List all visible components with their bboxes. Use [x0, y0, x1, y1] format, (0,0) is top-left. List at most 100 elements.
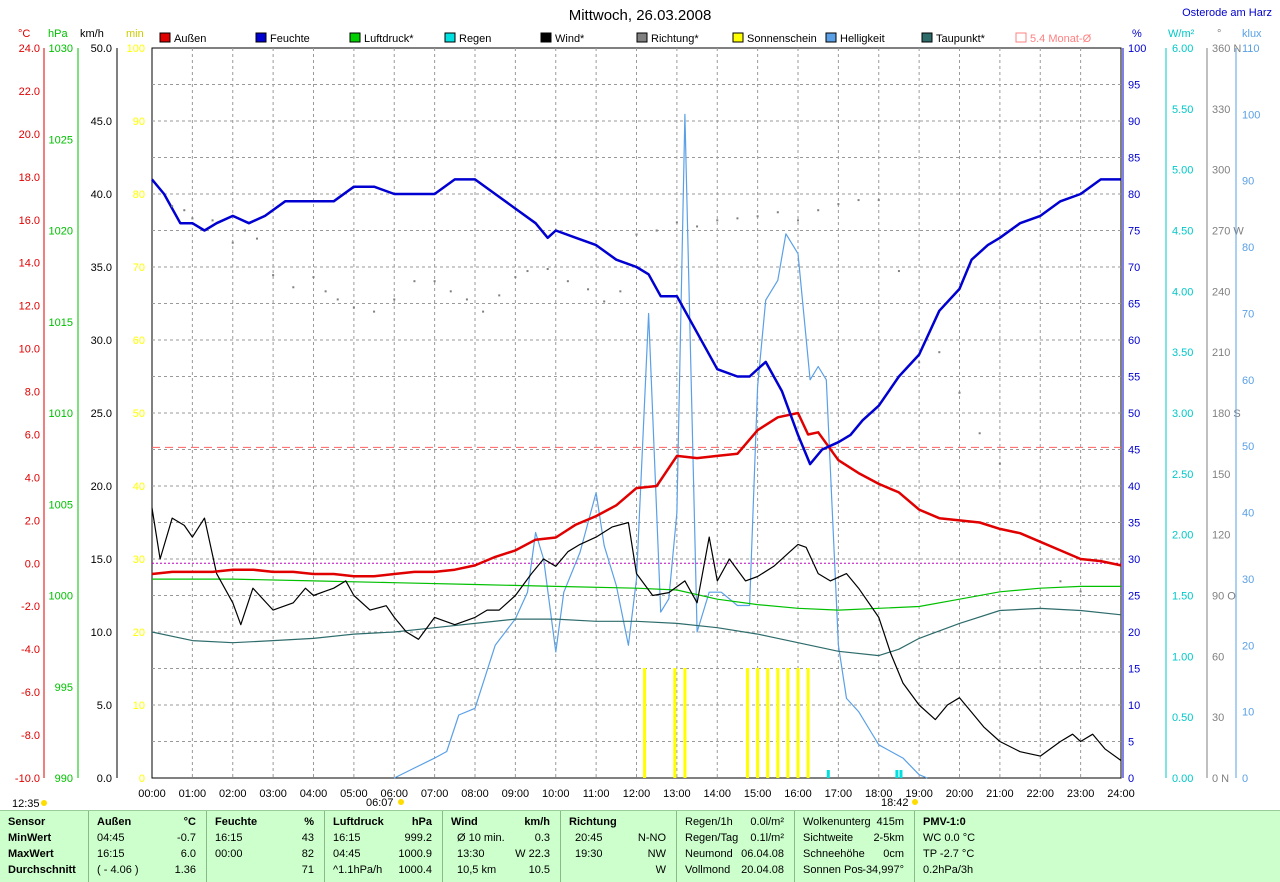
aussen-unit: °C [183, 816, 196, 828]
aussen-title: Außen [97, 816, 132, 828]
temp-tick: -8.0 [21, 730, 40, 742]
temp-tick: 6.0 [25, 429, 40, 441]
direction-point [696, 225, 699, 228]
x-tick-label: 15:00 [744, 788, 772, 800]
humidity-tick: 90 [1128, 116, 1140, 128]
sunshine-tick: 40 [133, 481, 145, 493]
wolken-column: Wolkenunterg 415m Sichtweite 2-5km Schneeh… [794, 811, 914, 882]
pmv-tp: TP -2.7 °C [923, 848, 975, 860]
chart-legend: Außen Feuchte Luftdruck* Regen Wind* Richtung… [159, 32, 1092, 45]
direction-tick: 0 N [1212, 773, 1229, 785]
feuchte-title: Feuchte [215, 816, 258, 828]
richtung-avg-value: W [655, 864, 666, 876]
wind-max-time: 13:30 [457, 848, 485, 860]
stats-footer: Sensor MinWert MaxWert Durchschnitt Auße… [0, 810, 1280, 882]
wind-column: Wind km/h Ø 10 min. 0.3 13:30 W 22.3 10,5 k… [442, 811, 560, 882]
max-label: MaxWert [8, 848, 54, 860]
wind-tick: 35.0 [91, 262, 112, 274]
radiation-tick: 1.50 [1172, 591, 1193, 603]
direction-point [171, 205, 174, 208]
direction-tick: 120 [1212, 530, 1230, 542]
direction-tick: 60 [1212, 651, 1224, 663]
direction-point [231, 241, 234, 244]
temp-axis-unit: °C [18, 28, 30, 40]
x-tick-label: 02:00 [219, 788, 247, 800]
temp-tick: 22.0 [19, 86, 40, 98]
sunshine-bar [806, 668, 810, 778]
humidity-tick: 50 [1128, 408, 1140, 420]
current-time-dot [41, 800, 47, 806]
temp-tick: 4.0 [25, 472, 40, 484]
humidity-tick: 60 [1128, 335, 1140, 347]
sunshine-tick: 60 [133, 335, 145, 347]
current-time-label: 12:35 [12, 798, 40, 810]
direction-point [897, 270, 900, 273]
series-aussen-line [151, 411, 1122, 578]
x-tick-label: 17:00 [825, 788, 853, 800]
humidity-tick: 70 [1128, 262, 1140, 274]
temp-tick: 16.0 [19, 215, 40, 227]
wind-tick: 45.0 [91, 116, 112, 128]
wind-tick: 30.0 [91, 335, 112, 347]
direction-point [635, 233, 638, 236]
sunshine-bar [756, 668, 760, 778]
sicht-value: 2-5km [873, 832, 904, 844]
legend-swatch [444, 32, 456, 43]
direction-point [756, 215, 759, 218]
pressure-tick: 1010 [49, 408, 73, 420]
plot-area [151, 47, 1122, 779]
humidity-tick: 0 [1128, 773, 1134, 785]
direction-tick: 210 [1212, 347, 1230, 359]
direction-point [191, 217, 194, 220]
x-tick-label: 21:00 [986, 788, 1014, 800]
temp-tick: 14.0 [19, 258, 40, 270]
pressure-tick: 995 [55, 682, 73, 694]
legend-swatch [636, 32, 648, 43]
wind-tick: 20.0 [91, 481, 112, 493]
x-tick-label: 03:00 [259, 788, 287, 800]
direction-point [211, 219, 214, 222]
direction-point [857, 199, 860, 202]
direction-point [587, 288, 590, 291]
wind-tick: 0.0 [97, 773, 112, 785]
humidity-tick: 15 [1128, 664, 1140, 676]
sun-axis-unit: min [126, 28, 144, 40]
direction-point [498, 294, 501, 297]
legend-label: Richtung* [651, 33, 699, 45]
humidity-tick: 65 [1128, 299, 1140, 311]
sunshine-tick: 80 [133, 189, 145, 201]
weather-chart: Mittwoch, 26.03.2008 Osterode am Harz °C… [12, 7, 1272, 810]
legend-label: Sonnenschein [747, 33, 817, 45]
x-tick-label: 18:00 [865, 788, 893, 800]
humidity-tick: 85 [1128, 153, 1140, 165]
sonnenpos-label: Sonnen Pos [803, 864, 863, 876]
humidity-tick: 95 [1128, 80, 1140, 92]
wind-tick: 10.0 [91, 627, 112, 639]
sunshine-bar [746, 668, 750, 778]
direction-tick: 30 [1212, 712, 1224, 724]
direction-point [817, 209, 820, 212]
series-wind-line [151, 507, 1122, 761]
radiation-tick: 6.00 [1172, 43, 1193, 55]
direction-point [797, 219, 799, 222]
x-tick-label: 13:00 [663, 788, 691, 800]
brightness-tick: 110 [1242, 43, 1260, 55]
legend-swatch [732, 32, 744, 43]
sunshine-bar [796, 668, 800, 778]
x-tick-label: 24:00 [1107, 788, 1135, 800]
radiation-tick: 3.00 [1172, 408, 1193, 420]
legend-label: Regen [459, 33, 491, 45]
avg-label: Durchschnitt [8, 864, 76, 876]
wind-max-value: W 22.3 [515, 848, 550, 860]
x-tick-label: 00:00 [138, 788, 166, 800]
direction-point [716, 219, 719, 222]
legend-label: Wind* [555, 33, 585, 45]
direction-point [336, 298, 339, 301]
direction-point [352, 306, 355, 309]
wind-avg10-label: Ø 10 min. [457, 832, 505, 844]
humidity-tick: 5 [1128, 737, 1134, 749]
legend-label: Außen [174, 33, 206, 45]
pmv-title: PMV-1:0 [923, 816, 966, 828]
wind-title: Wind [451, 816, 478, 828]
location-label: Osterode am Harz [1182, 7, 1272, 19]
